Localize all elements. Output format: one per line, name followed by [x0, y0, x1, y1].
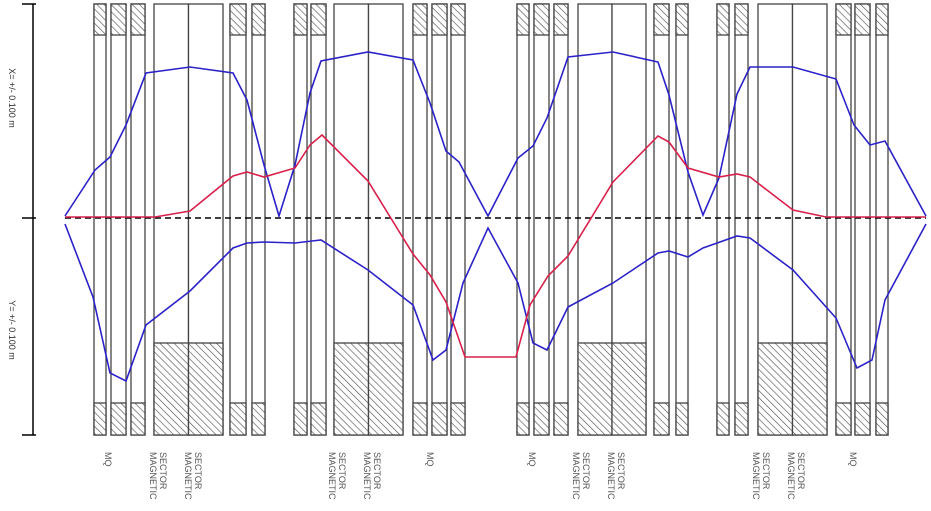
- magnetic-sector-label: MAGNETIC: [751, 452, 761, 500]
- dispersion-curve: [65, 133, 926, 358]
- quadrupole-element: [854, 3, 871, 436]
- quadrupole-element: [875, 3, 889, 436]
- x-scale-label: X= +/- 0.100 m: [7, 68, 17, 128]
- quadrupole-cap-bottom: [854, 402, 871, 436]
- quadrupole-element: [450, 3, 466, 436]
- magnetic-sector-label: MAGNETIC: [786, 452, 796, 500]
- quadrupole-cap-bottom: [293, 402, 308, 436]
- quadrupole-cap-bottom: [110, 402, 127, 436]
- mq-label: MQ: [425, 452, 435, 467]
- quadrupole-cap-top: [450, 3, 466, 36]
- magnetic-sector-hatch: [577, 342, 613, 436]
- element-labels: MQ MAGNETIC SECTOR MAGNETIC SECTOR MAGNETIC SE…: [103, 452, 858, 500]
- quadrupole-cap-top: [835, 3, 852, 36]
- quadrupole-cap-bottom: [675, 402, 689, 436]
- magnetic-sector-label: MAGNETIC: [183, 452, 193, 500]
- beamline-elements: [93, 3, 889, 436]
- quadrupole-cap-bottom: [310, 402, 327, 436]
- magnetic-sector-label: SECTOR: [581, 452, 591, 490]
- quadrupole-element: [516, 3, 530, 436]
- quadrupole-cap-bottom: [734, 402, 749, 436]
- quadrupole-cap-top: [93, 3, 107, 36]
- quadrupole-element: [293, 3, 308, 436]
- magnetic-sector-hatch: [791, 342, 828, 436]
- quadrupole-cap-top: [293, 3, 308, 36]
- quadrupole-cap-top: [675, 3, 689, 36]
- quadrupole-element: [251, 3, 266, 436]
- quadrupole-cap-bottom: [875, 402, 889, 436]
- quadrupole-cap-top: [431, 3, 448, 36]
- quadrupole-cap-top: [412, 3, 428, 36]
- quadrupole-cap-bottom: [431, 402, 448, 436]
- y-scale-label: Y= +/- 0.100 m: [7, 300, 17, 360]
- quadrupole-cap-bottom: [533, 402, 550, 436]
- quadrupole-element: [675, 3, 689, 436]
- quadrupole-element: [431, 3, 448, 436]
- magnetic-sector-hatch: [367, 342, 404, 436]
- quadrupole-cap-top: [130, 3, 146, 36]
- magnetic-sector-label: SECTOR: [616, 452, 626, 490]
- magnetic-sector-label: MAGNETIC: [148, 452, 158, 500]
- magnetic-sector-label: MAGNETIC: [571, 452, 581, 500]
- quadrupole-element: [653, 3, 670, 436]
- magnetic-sector-hatch: [187, 342, 224, 436]
- quadrupole-cap-top: [516, 3, 530, 36]
- quadrupole-cap-bottom: [130, 402, 146, 436]
- quadrupole-cap-top: [110, 3, 127, 36]
- mq-label: MQ: [527, 452, 537, 467]
- quadrupole-cap-bottom: [653, 402, 670, 436]
- quadrupole-cap-bottom: [412, 402, 428, 436]
- quadrupole-cap-top: [716, 3, 730, 36]
- quadrupole-cap-top: [553, 3, 569, 36]
- quadrupole-element: [412, 3, 428, 436]
- quadrupole-cap-bottom: [251, 402, 266, 436]
- mq-label: MQ: [848, 452, 858, 467]
- mq-label: MQ: [103, 452, 113, 467]
- magnetic-sector-label: SECTOR: [761, 452, 771, 490]
- y-envelope-curve: [64, 223, 927, 383]
- quadrupole-element: [93, 3, 107, 436]
- magnetic-sector-label: MAGNETIC: [362, 452, 372, 500]
- quadrupole-element: [130, 3, 146, 436]
- magnetic-sector-hatch: [757, 342, 794, 436]
- quadrupole-cap-top: [734, 3, 749, 36]
- quadrupole-element: [835, 3, 852, 436]
- quadrupole-cap-top: [875, 3, 889, 36]
- magnetic-sector-label: MAGNETIC: [327, 452, 337, 500]
- quadrupole-element: [716, 3, 730, 436]
- magnetic-sector-label: SECTOR: [158, 452, 168, 490]
- quadrupole-cap-bottom: [716, 402, 730, 436]
- quadrupole-element: [229, 3, 247, 436]
- quadrupole-cap-top: [310, 3, 327, 36]
- magnetic-sector-label: MAGNETIC: [606, 452, 616, 500]
- magnetic-sector-label: SECTOR: [372, 452, 382, 490]
- quadrupole-cap-top: [229, 3, 247, 36]
- quadrupole-element: [110, 3, 127, 436]
- quadrupole-cap-top: [533, 3, 550, 36]
- quadrupole-cap-top: [854, 3, 871, 36]
- quadrupole-element: [734, 3, 749, 436]
- quadrupole-cap-bottom: [835, 402, 852, 436]
- quadrupole-cap-bottom: [93, 402, 107, 436]
- magnetic-sector-hatch: [153, 342, 190, 436]
- quadrupole-cap-bottom: [553, 402, 569, 436]
- scale-bar: [22, 3, 36, 436]
- quadrupole-cap-bottom: [450, 402, 466, 436]
- magnetic-sector-label: SECTOR: [337, 452, 347, 490]
- quadrupole-cap-top: [653, 3, 670, 36]
- magnetic-sector-label: SECTOR: [193, 452, 203, 490]
- quadrupole-cap-top: [251, 3, 266, 36]
- quadrupole-element: [533, 3, 550, 436]
- quadrupole-cap-bottom: [516, 402, 530, 436]
- magnetic-sector-hatch: [611, 342, 647, 436]
- magnetic-sector-hatch: [333, 342, 370, 436]
- quadrupole-element: [553, 3, 569, 436]
- x-envelope-curve: [64, 51, 927, 219]
- quadrupole-cap-bottom: [229, 402, 247, 436]
- magnetic-sector-label: SECTOR: [796, 452, 806, 490]
